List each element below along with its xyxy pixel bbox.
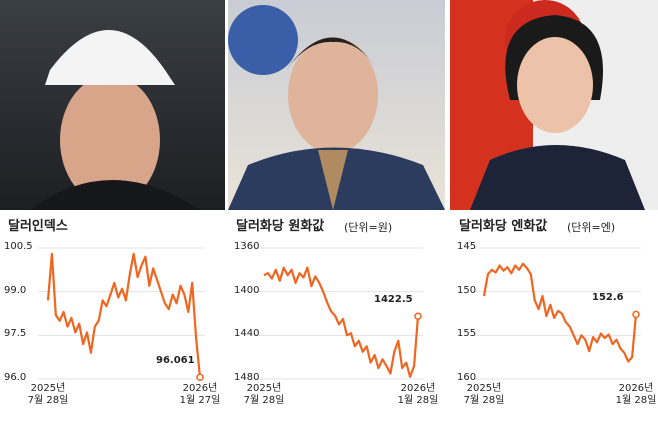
y-tick-label: 96.0 (4, 372, 27, 383)
plot (38, 247, 205, 381)
chart-title: 달러화당 원화값 (236, 219, 325, 234)
photo-right (450, 0, 658, 210)
chart-title: 달러화당 엔화값 (459, 219, 548, 234)
plot (254, 247, 423, 380)
value-label: 1422.5 (374, 294, 413, 306)
y-tick-label: 100.5 (4, 241, 33, 252)
x-tick-label: 2026년 1월 27일 (179, 383, 221, 406)
chart-panel: 달러인덱스 100.5 99.0 97.5 96.0 2025년 7월 28일 2026년 … (0, 212, 225, 423)
y-tick-label: 1360 (234, 241, 260, 252)
photo-left (0, 0, 225, 210)
x-tick-label: 2026년 1월 28일 (397, 383, 439, 406)
y-tick-label: 97.5 (4, 328, 27, 340)
y-tick-label: 150 (457, 284, 477, 296)
photo-art (228, 5, 445, 210)
y-tick-label: 145 (457, 241, 477, 252)
y-tick-label: 155 (457, 328, 477, 340)
end-marker (632, 310, 640, 319)
y-tick-label: 160 (457, 372, 477, 383)
x-tick-label: 2025년 7월 28일 (27, 383, 69, 406)
photo-art (470, 0, 645, 210)
y-tick-label: 99.0 (4, 284, 27, 296)
y-tick-label: 1480 (234, 372, 260, 383)
end-marker (196, 373, 204, 381)
value-label: 152.6 (592, 292, 624, 304)
chart-panel: 달러화당 원화값 (단위=원) 1360 1400 1440 1480 2025년 7월 2… (228, 212, 448, 423)
chart-panel: 달러화당 엔화값 (단위=엔) 145 150 155 160 2025년 7월 28일 20… (451, 212, 658, 423)
end-marker (414, 312, 422, 320)
y-tick-label: 1400 (234, 284, 260, 296)
photo-center (228, 0, 445, 210)
data-line (46, 252, 202, 378)
y-tick-label: 1440 (234, 328, 260, 340)
chart-subtitle: (단위=엔) (567, 221, 616, 234)
plot (474, 247, 641, 380)
data-line (263, 266, 420, 378)
x-tick-label: 2025년 7월 28일 (243, 383, 285, 406)
photo-art (30, 30, 200, 210)
x-tick-label: 2026년 1월 28일 (615, 383, 657, 406)
chart-subtitle: (단위=원) (344, 221, 393, 234)
x-tick-label: 2025년 7월 28일 (463, 383, 505, 406)
data-line (482, 262, 638, 363)
chart-title: 달러인덱스 (8, 219, 68, 234)
value-label: 96.061 (156, 355, 195, 367)
